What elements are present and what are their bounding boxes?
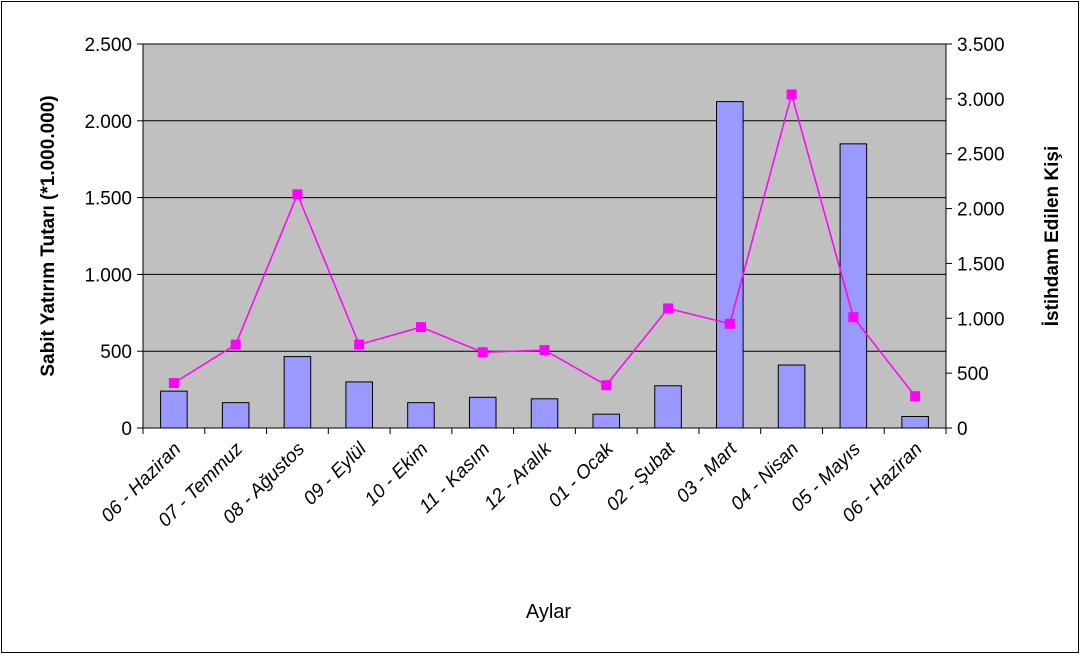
right-tick-label: 1.000 bbox=[957, 309, 1005, 330]
x-tick-label: 09 - Eylül bbox=[300, 438, 371, 509]
line-point bbox=[601, 380, 612, 391]
left-tick-label: 2.000 bbox=[84, 112, 132, 133]
line-point bbox=[910, 391, 921, 402]
line-point bbox=[539, 345, 550, 356]
right-tick-label: 3.000 bbox=[957, 90, 1005, 111]
bar bbox=[592, 413, 621, 429]
bar bbox=[901, 415, 929, 429]
line-point bbox=[354, 339, 365, 350]
left-tick-label: 2.500 bbox=[84, 35, 132, 56]
gridlines bbox=[143, 43, 946, 352]
left-axis-title: Sabit Yatırım Tutarı (*1.000.000) bbox=[38, 95, 59, 376]
line-point bbox=[230, 339, 241, 350]
right-tick-label: 2.500 bbox=[957, 145, 1005, 166]
right-axis-ticks: 0 500 1.000 1.500 2.000 2.500 3.000 3.500 bbox=[946, 35, 1005, 440]
right-tick-label: 0 bbox=[957, 419, 968, 440]
left-tick-label: 1.000 bbox=[84, 265, 132, 286]
right-axis-title: İstihdam Edilen Kişi bbox=[1042, 146, 1063, 327]
line-point bbox=[663, 303, 674, 314]
bar bbox=[654, 385, 682, 429]
x-axis-title: Aylar bbox=[526, 601, 572, 623]
right-tick-label: 3.500 bbox=[957, 35, 1005, 56]
right-tick-label: 2.000 bbox=[957, 200, 1005, 221]
bar bbox=[777, 364, 806, 429]
line-point bbox=[848, 312, 859, 323]
x-tick-label: 12 - Aralık bbox=[480, 438, 557, 515]
bar bbox=[160, 390, 188, 429]
bar bbox=[221, 402, 250, 429]
right-tick-label: 500 bbox=[957, 364, 989, 385]
bar bbox=[345, 381, 373, 429]
line-point bbox=[786, 89, 797, 100]
bar bbox=[283, 356, 312, 429]
right-tick-label: 1.500 bbox=[957, 254, 1005, 275]
left-axis-ticks: 0 500 1.000 1.500 2.000 2.500 bbox=[84, 35, 143, 440]
line-point bbox=[724, 318, 735, 329]
left-tick-label: 1.500 bbox=[84, 189, 132, 210]
bar bbox=[468, 396, 497, 429]
line-point bbox=[292, 189, 303, 200]
left-tick-label: 0 bbox=[121, 419, 132, 440]
axes bbox=[142, 44, 947, 429]
bar bbox=[716, 101, 744, 429]
bar bbox=[407, 402, 435, 429]
bar bbox=[530, 398, 559, 429]
x-tick-label: 02 - Şubat bbox=[603, 438, 680, 515]
line-point bbox=[415, 322, 426, 333]
line-point bbox=[168, 378, 179, 389]
left-tick-label: 500 bbox=[100, 342, 132, 363]
line-point bbox=[477, 347, 488, 358]
plot-area bbox=[142, 43, 947, 429]
line-series bbox=[168, 89, 921, 402]
